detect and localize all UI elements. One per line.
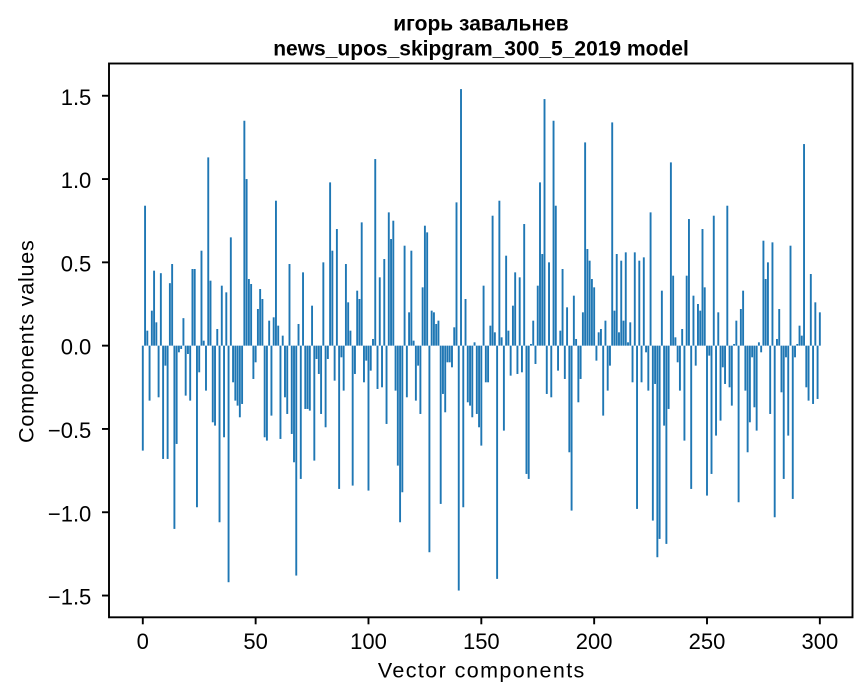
- svg-text:−1.5: −1.5: [48, 585, 91, 610]
- svg-text:250: 250: [689, 629, 726, 654]
- svg-text:Components values: Components values: [15, 239, 39, 443]
- svg-text:Vector components: Vector components: [378, 659, 586, 683]
- svg-text:200: 200: [576, 629, 613, 654]
- svg-text:0.0: 0.0: [61, 335, 92, 360]
- svg-text:−0.5: −0.5: [48, 418, 91, 443]
- svg-text:0: 0: [137, 629, 149, 654]
- svg-text:−1.0: −1.0: [48, 501, 91, 526]
- svg-text:news_upos_skipgram_300_5_2019: news_upos_skipgram_300_5_2019 model: [273, 38, 689, 61]
- svg-text:300: 300: [801, 629, 838, 654]
- svg-text:1.0: 1.0: [61, 168, 92, 193]
- svg-text:100: 100: [350, 629, 387, 654]
- svg-text:50: 50: [243, 629, 267, 654]
- svg-text:150: 150: [463, 629, 500, 654]
- svg-text:0.5: 0.5: [61, 251, 92, 276]
- svg-text:игорь завальнев: игорь завальнев: [393, 12, 569, 35]
- svg-text:1.5: 1.5: [61, 85, 92, 110]
